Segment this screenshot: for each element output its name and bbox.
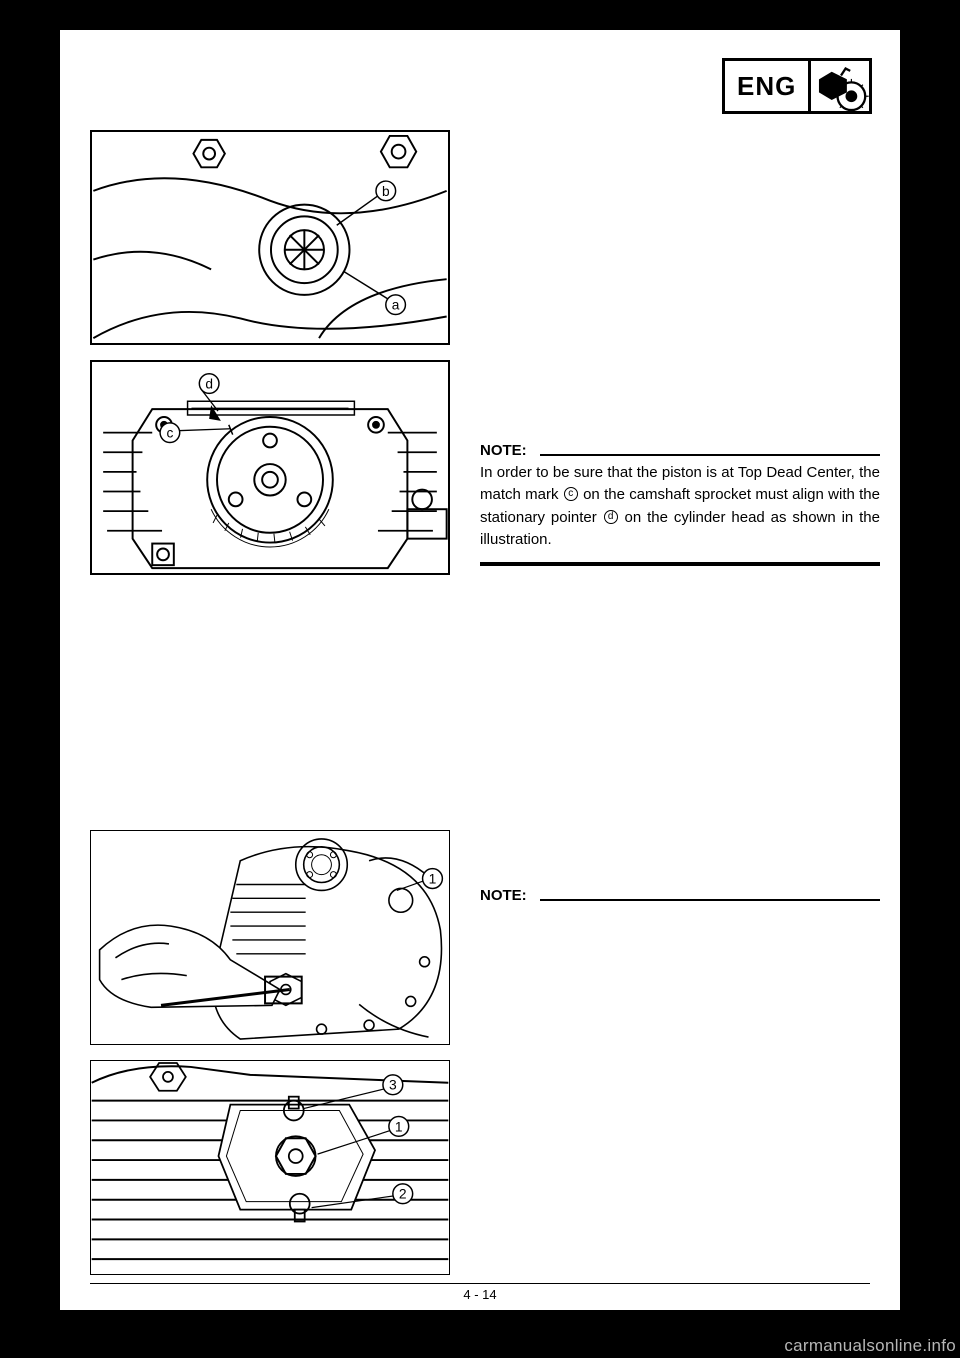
fig1-callout-a: a: [392, 298, 400, 313]
paper: ENG: [60, 30, 900, 1310]
page-number: 4 - 14: [60, 1287, 900, 1302]
note-2-body: Remove the bolt while holding the rotor …: [480, 907, 880, 930]
engine-icon: [811, 61, 869, 111]
note-2: NOTE: Remove the bolt while holding the …: [480, 885, 880, 929]
fig4-callout-2: 2: [399, 1186, 407, 1202]
note-2-heading: NOTE:: [480, 885, 527, 908]
fig4-callout-1: 1: [395, 1118, 403, 1134]
fig2-callout-c: c: [166, 426, 173, 441]
note-1-heading: NOTE:: [480, 440, 527, 463]
fig4-callout-3: 3: [389, 1077, 397, 1093]
figure-1: b a: [90, 130, 450, 345]
note-1: NOTE: In order to be sure that the pisto…: [480, 440, 880, 566]
note-1-body: In order to be sure that the piston is a…: [480, 462, 880, 552]
note-1-sym-c: c: [564, 487, 578, 501]
page-root: ENG: [0, 0, 960, 1358]
page-footer-rule: [90, 1283, 870, 1284]
note-2-mask: [480, 935, 880, 1005]
note-1-sym-d: d: [604, 510, 618, 524]
note-1-rule: [540, 454, 880, 456]
figure-3: 1: [90, 830, 450, 1045]
eng-badge-label: ENG: [725, 61, 811, 111]
watermark: carmanualsonline.info: [784, 1336, 956, 1356]
fig3-callout-1: 1: [429, 871, 437, 887]
fig2-callout-d: d: [205, 376, 213, 391]
fig1-callout-b: b: [382, 184, 390, 199]
figure-2: c d: [90, 360, 450, 575]
eng-badge: ENG: [722, 58, 872, 114]
figure-4: 3 1 2: [90, 1060, 450, 1275]
note-1-end-rule: [480, 562, 880, 566]
note-2-rule: [540, 899, 880, 901]
